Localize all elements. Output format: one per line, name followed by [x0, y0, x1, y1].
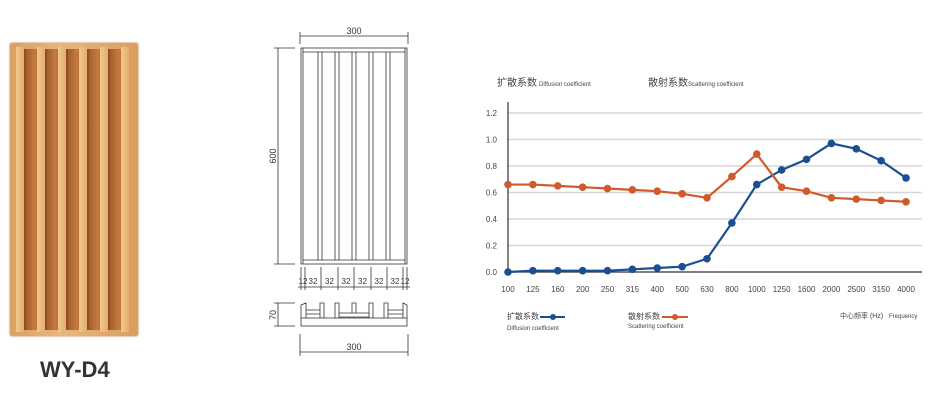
dim-depth: 70 [268, 310, 278, 320]
data-point [852, 195, 861, 203]
data-point [703, 254, 711, 263]
legend-scattering-zh: 散射系数 [628, 311, 660, 321]
y-tick-label: 1.2 [486, 109, 498, 118]
title-scattering-zh: 散射系数 [648, 76, 688, 89]
x-tick-label: 315 [626, 285, 640, 294]
data-point [628, 265, 637, 274]
segment-dim: 32 [325, 277, 334, 286]
x-tick-label: 250 [601, 285, 615, 294]
data-point [553, 266, 562, 275]
data-point [802, 187, 811, 195]
segment-dim: 12 [401, 277, 410, 286]
data-point [877, 156, 885, 165]
x-tick-label: 2000 [822, 285, 840, 294]
segment-dim: 32 [391, 277, 400, 286]
segment-dim: 12 [299, 277, 308, 286]
data-point [678, 262, 686, 271]
y-tick-label: 0.0 [486, 268, 498, 277]
data-point [603, 184, 612, 193]
x-tick-label: 500 [675, 285, 689, 294]
wood-panel-photo [10, 43, 138, 336]
segment-dim: 32 [309, 277, 318, 286]
data-point [504, 268, 512, 276]
panel-fin [16, 47, 24, 332]
x-tick-label: 3150 [872, 285, 890, 294]
x-tick-label: 4000 [897, 285, 915, 294]
panel-slot [87, 49, 103, 330]
x-tick-label: 1250 [773, 285, 791, 294]
panel-fin [79, 47, 87, 332]
segment-dim: 32 [342, 277, 351, 286]
legend-diffusion-en: Diffusion coefficient [507, 326, 559, 332]
segment-dim: 32 [358, 277, 367, 286]
x-tick-label: 630 [700, 285, 714, 294]
data-point [553, 182, 562, 190]
x-tick-label: 100 [501, 285, 515, 294]
title-diffusion-en: Diffusion coefficient [539, 82, 591, 88]
legend-scattering-en: Scattering coefficient [628, 324, 684, 330]
panel-fin [37, 47, 45, 332]
data-point [902, 174, 910, 182]
x-tick-label: 200 [576, 285, 590, 294]
x-tick-label: 1000 [748, 285, 766, 294]
y-tick-label: 0.8 [486, 162, 498, 171]
model-label: WY-D4 [40, 357, 110, 382]
panel-slot [45, 49, 61, 330]
title-diffusion-zh: 扩散系数 [497, 76, 537, 89]
data-point [728, 219, 736, 227]
data-point [653, 264, 662, 272]
data-point [504, 180, 512, 189]
data-point [902, 197, 910, 206]
y-tick-label: 0.6 [486, 189, 498, 198]
data-point [578, 183, 587, 191]
panel-fin [58, 47, 66, 332]
y-tick-label: 1.0 [486, 136, 498, 145]
panel-fin [100, 47, 108, 332]
data-point [752, 150, 761, 158]
data-point [653, 187, 662, 195]
data-point [578, 266, 587, 275]
dim-width-bottom: 300 [346, 342, 361, 352]
legend-scattering-marker [672, 314, 678, 320]
x-tick-label: 125 [526, 285, 540, 294]
panel-slot [108, 49, 124, 330]
data-point [827, 194, 836, 202]
x-tick-label: 1600 [798, 285, 816, 294]
title-scattering-en: Scattering coefficient [688, 82, 744, 88]
y-tick-label: 0.4 [486, 215, 498, 224]
data-point [603, 266, 612, 275]
data-point [728, 172, 736, 181]
data-point [703, 194, 711, 202]
x-tick-label: 160 [551, 285, 565, 294]
data-point [529, 266, 537, 275]
legend-diffusion-marker [550, 314, 556, 320]
series-line [507, 142, 907, 274]
x-tick-label: 2500 [847, 285, 865, 294]
data-point [877, 196, 885, 205]
dim-height: 600 [268, 148, 278, 163]
y-tick-label: 0.2 [486, 242, 498, 251]
data-point [802, 155, 811, 164]
data-point [678, 190, 686, 198]
dim-width-top: 300 [346, 26, 361, 36]
data-point [852, 144, 861, 153]
panel-slot [24, 49, 40, 330]
x-axis-label-zh: 中心频率 (Hz) [840, 311, 883, 320]
x-tick-label: 400 [651, 285, 665, 294]
panel-slot [66, 49, 82, 330]
segment-dim: 32 [375, 277, 384, 286]
data-point [777, 166, 786, 174]
data-point [827, 139, 836, 148]
data-point [529, 180, 537, 189]
x-axis-label-en: Frequency [889, 314, 917, 320]
data-point [752, 180, 761, 189]
data-point [777, 183, 786, 191]
legend-diffusion-zh: 扩散系数 [507, 311, 539, 321]
panel-fin [121, 47, 129, 332]
data-point [628, 186, 637, 194]
x-tick-label: 800 [725, 285, 739, 294]
